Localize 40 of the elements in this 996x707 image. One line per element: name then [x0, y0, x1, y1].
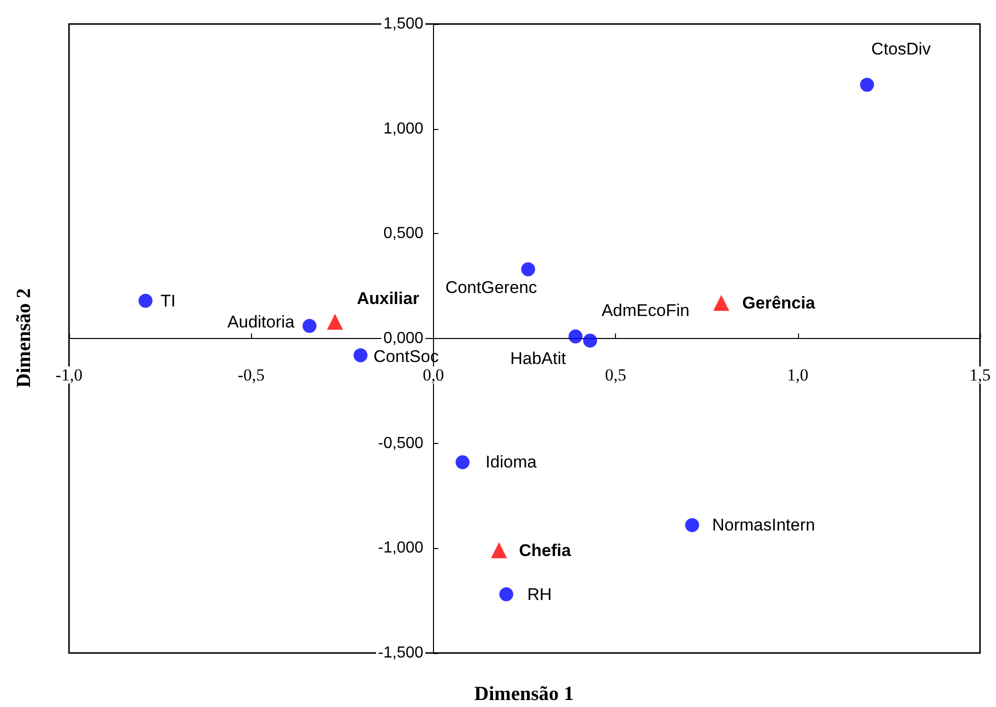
point	[138, 294, 153, 308]
x-tick-label: 0,5	[604, 366, 626, 384]
x-tick-label: -0,5	[238, 366, 265, 384]
x-axis-title: Dimensão 1	[474, 683, 574, 705]
point	[583, 334, 598, 348]
annotation: AdmEcoFin	[602, 300, 690, 320]
annotation: NormasIntern	[712, 516, 816, 535]
annotation: CtosDiv	[871, 39, 932, 58]
y-tick-label: -0,500	[378, 434, 424, 452]
y-tick-label: -1,500	[378, 644, 424, 662]
x-tick-label: 1,0	[787, 366, 808, 384]
y-tick-label: 1,000	[383, 120, 424, 138]
point	[490, 542, 507, 558]
annotation: Auxiliar	[356, 289, 420, 308]
annotation: RH	[527, 584, 552, 604]
x-tick-label: 0,0	[422, 366, 444, 384]
y-tick-label: 1,500	[383, 16, 424, 32]
point	[860, 78, 874, 92]
y-tick-label: -1,000	[378, 540, 424, 557]
annotation: ContGerenc	[445, 278, 538, 297]
annotation: Chefia	[518, 540, 572, 560]
point	[354, 348, 368, 362]
x-tick-label: 1,5	[969, 366, 991, 384]
point	[499, 587, 514, 602]
point	[521, 262, 536, 276]
point	[327, 314, 344, 330]
y-tick-label: 0,500	[383, 225, 424, 242]
annotation: Idioma	[486, 452, 538, 472]
y-axis-title: Dimensão 2	[13, 288, 35, 388]
annotation: Auditoria	[227, 312, 296, 332]
point	[302, 318, 317, 333]
point	[713, 294, 730, 311]
point	[456, 455, 470, 470]
annotation: Gerência	[742, 293, 816, 312]
point	[568, 329, 583, 344]
point	[685, 518, 700, 532]
annotation: HabAtit	[510, 349, 566, 368]
y-tick-label: 0,000	[383, 330, 424, 347]
annotation: TI	[160, 291, 176, 310]
x-tick-label: -1,0	[56, 366, 82, 384]
